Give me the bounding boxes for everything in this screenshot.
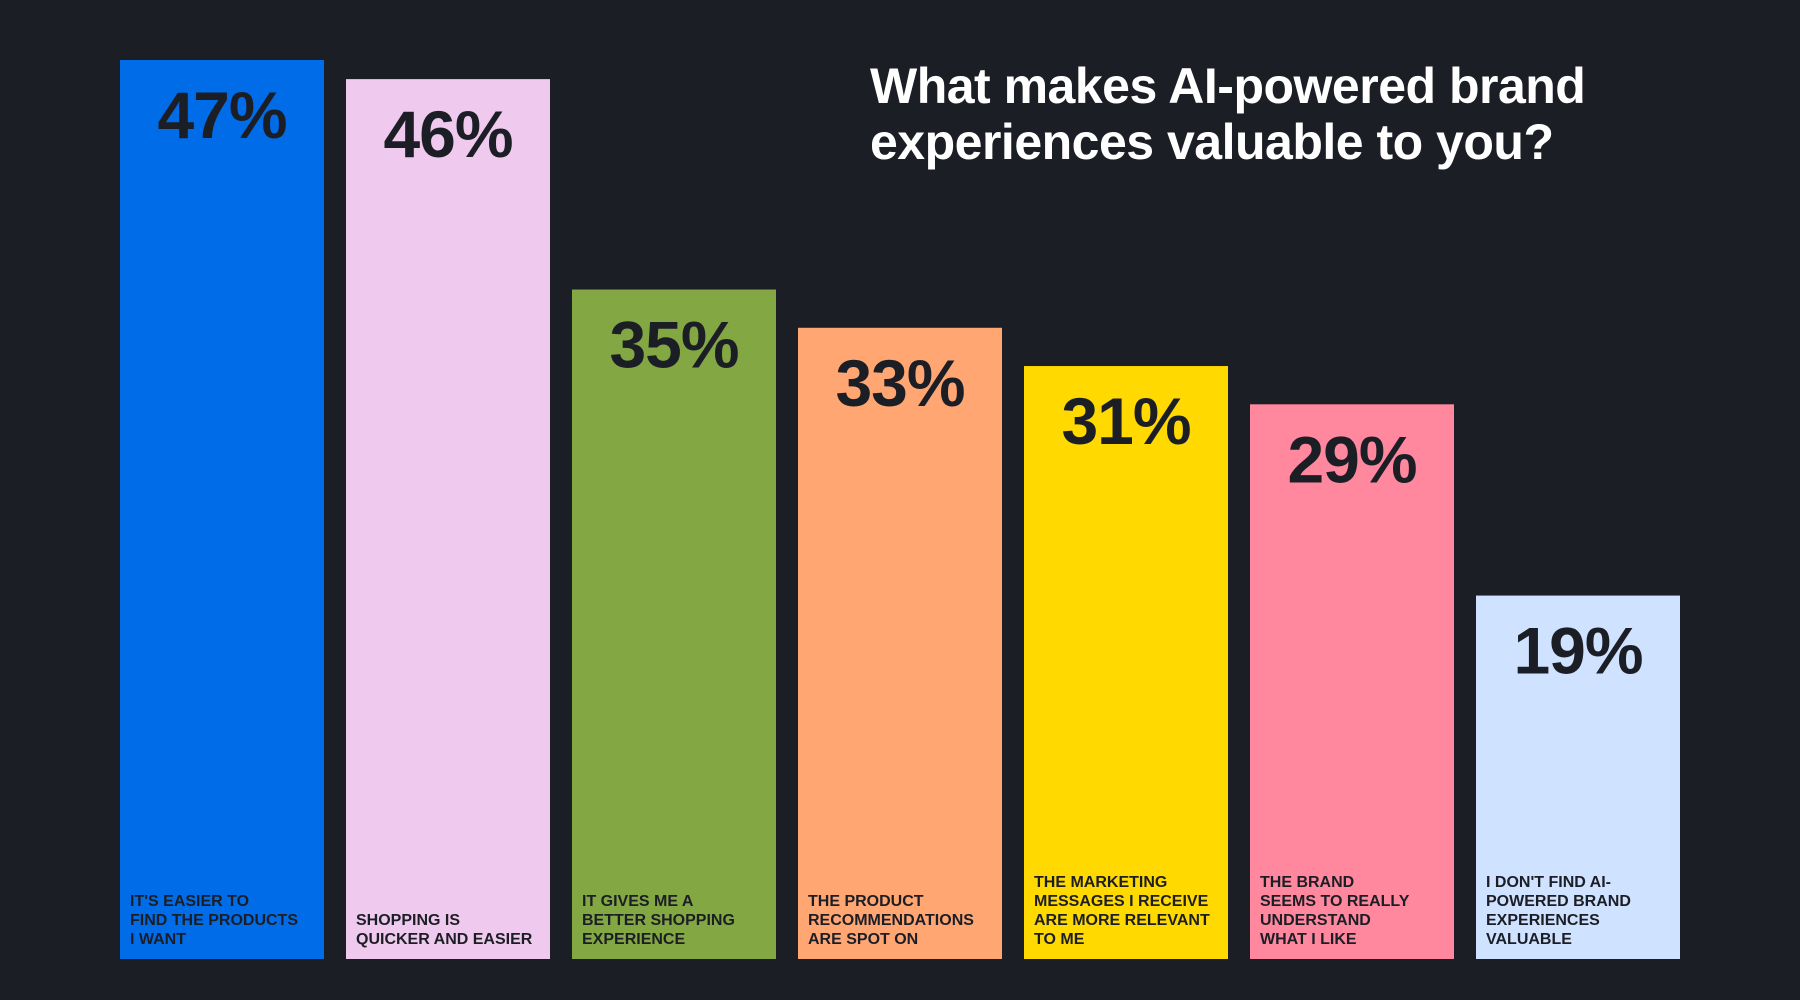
bar-6: [1250, 404, 1454, 960]
bar-category-label: WHAT I LIKE: [1260, 931, 1357, 948]
bar-category-label: BETTER SHOPPING: [582, 912, 735, 929]
bar-category-label: THE MARKETING: [1034, 874, 1167, 891]
bar-7: [1476, 595, 1680, 959]
bar-group-1: 47% IT'S EASIER TO FIND THE PRODUCTS I WANT: [120, 60, 324, 959]
bar-category-label: UNDERSTAND: [1260, 912, 1371, 929]
bar-category-label: THE PRODUCT: [808, 893, 924, 910]
bar-value-label: 33%: [835, 346, 964, 420]
chart-title-line-2: experiences valuable to you?: [870, 114, 1554, 170]
bar-category-label: MESSAGES I RECEIVE: [1034, 893, 1209, 910]
bar-group-5: 31% THE MARKETING MESSAGES I RECEIVE ARE MO…: [1024, 366, 1228, 959]
bar-group-6: 29% THE BRAND SEEMS TO REALLY UNDERSTAND WHA…: [1250, 404, 1454, 960]
bar-category-label: SEEMS TO REALLY: [1260, 893, 1410, 910]
bar-category-label: RECOMMENDATIONS: [808, 912, 974, 929]
bar-group-7: 19% I DON'T FIND AI- POWERED BRAND EXPERIEN…: [1476, 595, 1680, 959]
bar-category-label: ARE SPOT ON: [808, 931, 918, 948]
bar-category-label: QUICKER AND EASIER: [356, 931, 533, 948]
chart-title: What makes AI-powered brand experiences …: [870, 58, 1730, 170]
chart-title-line-1: What makes AI-powered brand: [870, 58, 1586, 114]
bar-group-4: 33% THE PRODUCT RECOMMENDATIONS ARE SPOT ON: [798, 327, 1002, 959]
bar-value-label: 19%: [1513, 614, 1642, 688]
bar-value-label: 29%: [1287, 422, 1416, 496]
bar-group-3: 35% IT GIVES ME A BETTER SHOPPING EXPERIENC…: [572, 289, 776, 959]
bar-3: [572, 289, 776, 959]
bar-category-label: THE BRAND: [1260, 874, 1354, 891]
bar-value-label: 46%: [383, 97, 512, 171]
bar-category-label: EXPERIENCES: [1486, 912, 1600, 929]
bar-5: [1024, 366, 1228, 959]
bar-category-label: VALUABLE: [1486, 931, 1572, 948]
bar-category-label: EXPERIENCE: [582, 931, 685, 948]
bar-1: [120, 60, 324, 959]
bar-category-label: TO ME: [1034, 931, 1085, 948]
bar-value-label: 31%: [1061, 384, 1190, 458]
bar-category-label: POWERED BRAND: [1486, 893, 1631, 910]
bar-category-label: FIND THE PRODUCTS: [130, 912, 298, 929]
bar-category-label: IT'S EASIER TO: [130, 893, 249, 910]
bar-value-label: 35%: [609, 308, 738, 382]
bar-category-label: I DON'T FIND AI-: [1486, 874, 1611, 891]
bar-4: [798, 327, 1002, 959]
bar-category-label: I WANT: [130, 931, 186, 948]
bar-category-label: IT GIVES ME A: [582, 893, 694, 910]
bar-2: [346, 79, 550, 959]
bar-category-label: ARE MORE RELEVANT: [1034, 912, 1210, 929]
bar-value-label: 47%: [157, 78, 286, 152]
bar-category-label: SHOPPING IS: [356, 912, 460, 929]
bar-group-2: 46% SHOPPING IS QUICKER AND EASIER: [346, 79, 550, 959]
